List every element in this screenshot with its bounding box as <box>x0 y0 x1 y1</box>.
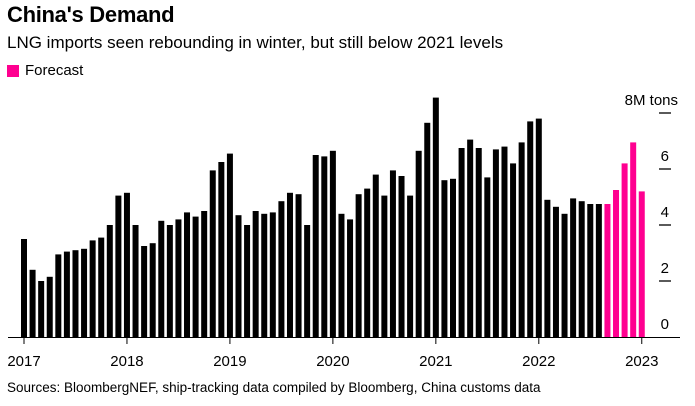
bar-actual <box>347 219 354 337</box>
bar-actual <box>458 148 465 337</box>
axes-group: 2017 2018 2019 2020 2021 2022 2023 0 2 4 6 8M tons <box>7 92 680 370</box>
x-tick-label: 2019 <box>213 353 246 370</box>
bar-actual <box>552 206 559 337</box>
bar-actual <box>312 155 319 337</box>
bar-actual <box>269 212 276 337</box>
bar-actual <box>527 121 534 338</box>
bar-actual <box>510 163 517 337</box>
bar-actual <box>407 195 414 337</box>
bar-actual <box>261 213 268 337</box>
legend-swatch-forecast <box>7 64 19 77</box>
bar-actual <box>450 178 456 337</box>
bar-actual <box>415 150 422 337</box>
bar-forecast <box>638 191 645 337</box>
bar-forecast <box>621 163 628 337</box>
legend-label-forecast: Forecast <box>25 62 84 79</box>
bar-actual <box>398 176 405 337</box>
bar-actual <box>192 216 199 337</box>
bar-actual <box>63 251 70 337</box>
bar-actual <box>329 150 336 337</box>
bar-actual <box>149 243 156 337</box>
bar-actual <box>441 180 448 337</box>
bar-actual <box>166 225 173 337</box>
bar-actual <box>201 211 208 337</box>
bar-actual <box>492 149 499 337</box>
bar-actual <box>55 254 62 337</box>
bar-actual <box>278 201 285 337</box>
y-tick-label: 2 <box>661 260 669 277</box>
bar-forecast <box>630 142 637 337</box>
bar-actual <box>21 239 27 337</box>
bar-actual <box>115 195 122 337</box>
bar-actual <box>364 188 371 337</box>
bar-actual <box>535 118 542 337</box>
bar-actual <box>304 225 311 337</box>
bar-actual <box>81 248 88 337</box>
bar-actual <box>295 194 302 337</box>
y-tick-label: 8M tons <box>625 92 678 109</box>
bar-actual <box>467 139 474 337</box>
bars-group <box>21 97 645 338</box>
legend: Forecast <box>7 62 83 79</box>
bar-actual <box>381 195 388 337</box>
y-tick-label: 4 <box>661 204 669 221</box>
bar-actual <box>218 162 225 337</box>
chart-title: China's Demand <box>7 2 175 27</box>
bar-actual <box>141 246 148 337</box>
bar-actual <box>29 269 36 337</box>
bar-actual <box>158 220 165 337</box>
x-tick-label: 2018 <box>110 353 143 370</box>
bar-actual <box>432 97 439 337</box>
x-tick-label: 2022 <box>522 353 555 370</box>
chart-subtitle: LNG imports seen rebounding in winter, b… <box>7 33 504 52</box>
bar-actual <box>475 148 482 337</box>
bar-actual <box>244 225 251 337</box>
x-tick-label: 2017 <box>7 353 40 370</box>
bar-actual <box>595 204 602 337</box>
bar-actual <box>389 170 396 337</box>
bar-forecast <box>604 204 611 337</box>
bar-actual <box>235 215 242 337</box>
bar-actual <box>184 212 191 337</box>
source-note: Sources: BloombergNEF, ship-tracking dat… <box>7 380 541 395</box>
bar-actual <box>544 199 551 337</box>
bar-actual <box>252 211 259 337</box>
bar-actual <box>123 192 130 337</box>
bar-actual <box>501 146 508 337</box>
bar-actual <box>355 194 362 337</box>
bar-actual <box>226 153 233 337</box>
y-tick-label: 6 <box>661 148 669 165</box>
bar-actual <box>98 237 105 337</box>
bar-actual <box>372 174 379 337</box>
x-tick-label: 2021 <box>419 353 452 370</box>
bar-actual <box>38 281 45 337</box>
bar-actual <box>209 170 216 337</box>
bar-actual <box>338 213 345 337</box>
bar-actual <box>484 177 491 337</box>
bar-actual <box>175 219 182 337</box>
x-tick-label: 2020 <box>316 353 349 370</box>
bar-actual <box>89 240 96 337</box>
bar-actual <box>72 250 79 337</box>
x-tick-label: 2023 <box>625 353 658 370</box>
bar-actual <box>424 122 431 337</box>
bar-actual <box>132 225 139 337</box>
bar-actual <box>286 192 293 337</box>
bar-actual <box>587 204 594 337</box>
bar-actual <box>561 213 568 337</box>
y-tick-label: 0 <box>661 316 669 333</box>
bar-actual <box>321 156 328 337</box>
bar-actual <box>106 225 113 337</box>
bar-actual <box>570 198 577 337</box>
bar-actual <box>578 201 585 337</box>
bar-actual <box>518 142 525 337</box>
bar-actual <box>46 276 53 337</box>
bar-forecast <box>613 190 620 337</box>
